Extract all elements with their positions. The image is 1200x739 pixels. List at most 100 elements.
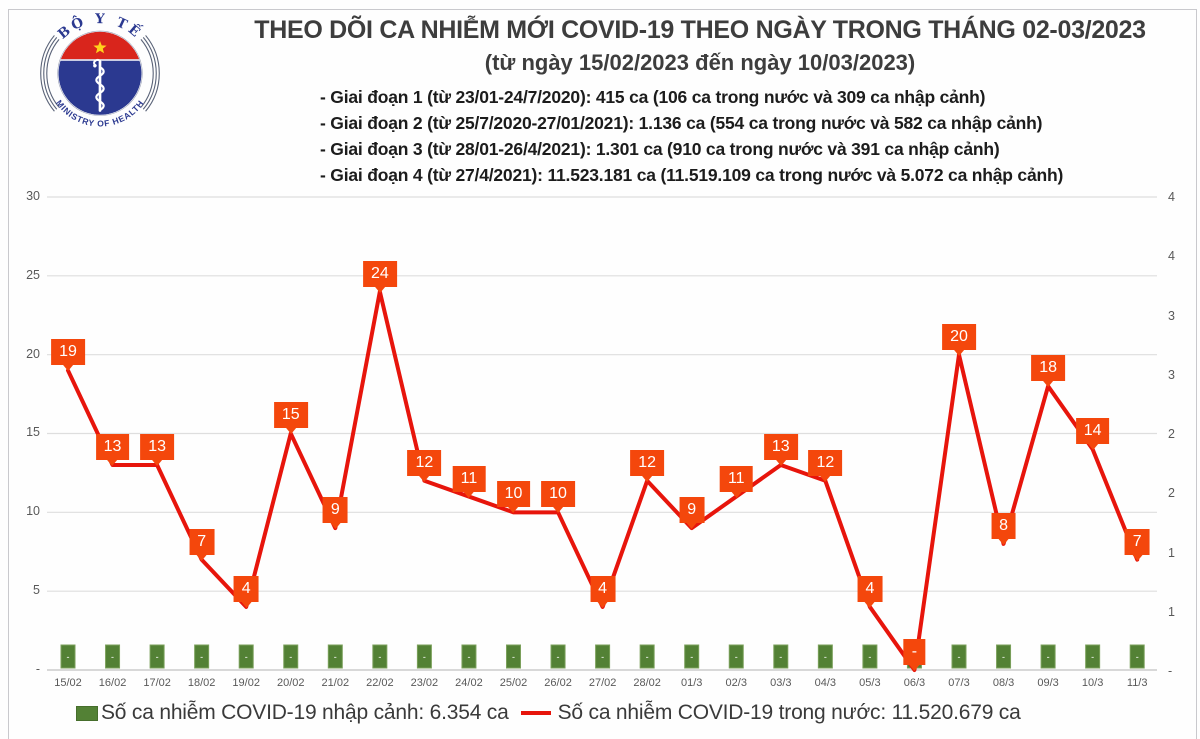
x-axis-date-tick: 26/02 bbox=[544, 677, 572, 689]
import-bar-label: - bbox=[423, 652, 426, 662]
y-axis-right-tick: 1 bbox=[1168, 604, 1175, 619]
x-axis-date-tick: 16/02 bbox=[98, 677, 127, 689]
x-axis-date-tick: 15/02 bbox=[54, 677, 82, 689]
data-point-label: 8 bbox=[991, 512, 1016, 545]
x-axis-date-tick: 11/3 bbox=[1126, 677, 1148, 689]
label-pointer-icon bbox=[62, 365, 73, 372]
import-bar-label: - bbox=[690, 652, 693, 662]
import-bar-label: - bbox=[1091, 652, 1094, 662]
import-cases-bar bbox=[550, 644, 566, 669]
import-bar-label: - bbox=[111, 652, 114, 662]
label-pointer-icon bbox=[196, 554, 207, 561]
y-axis-right-tick: - bbox=[1168, 664, 1173, 678]
x-axis-date-tick: 22/02 bbox=[366, 677, 394, 689]
import-bar-label: - bbox=[735, 652, 738, 662]
label-pointer-icon bbox=[330, 523, 341, 530]
x-axis-date-tick: 24/02 bbox=[455, 677, 483, 689]
import-bar-label: - bbox=[512, 652, 515, 662]
logo-emblem bbox=[58, 31, 142, 115]
label-pointer-icon bbox=[686, 523, 697, 530]
data-point-label: 19 bbox=[51, 339, 85, 372]
x-axis-date-tick: 18/02 bbox=[187, 677, 216, 689]
label-pointer-icon bbox=[597, 601, 608, 608]
label-pointer-icon bbox=[953, 349, 964, 356]
period-notes: - Giai đoạn 1 (từ 23/01-24/7/2020): 415 … bbox=[250, 84, 1150, 188]
legend-line-swatch-icon bbox=[520, 711, 551, 715]
import-cases-bar bbox=[105, 644, 121, 669]
data-point-label: 4 bbox=[233, 575, 259, 608]
import-cases-bar bbox=[372, 644, 388, 669]
import-cases-bar bbox=[728, 644, 744, 669]
import-cases-bar bbox=[1129, 644, 1145, 669]
import-cases-bar bbox=[238, 644, 254, 669]
import-bar-label: - bbox=[67, 652, 70, 662]
import-bar-label: - bbox=[334, 652, 337, 662]
x-axis-date-tick: 28/02 bbox=[633, 677, 661, 689]
import-bar-label: - bbox=[467, 652, 470, 662]
data-point-label: 12 bbox=[630, 449, 665, 482]
data-point-label: 12 bbox=[407, 449, 442, 482]
label-pointer-icon bbox=[642, 475, 653, 482]
x-axis-date-tick: 20/02 bbox=[276, 677, 305, 689]
x-axis-date-tick: 01/3 bbox=[680, 677, 703, 689]
data-point-label: 7 bbox=[189, 528, 215, 561]
domestic-cases-line bbox=[66, 289, 1140, 672]
import-bar-label: - bbox=[557, 652, 560, 662]
legend-bar-swatch-icon bbox=[76, 705, 98, 721]
y-axis-right-tick: 4 bbox=[1168, 249, 1175, 264]
y-axis-right-tick: 1 bbox=[1168, 545, 1175, 560]
y-axis-left-tick: - bbox=[35, 662, 40, 676]
x-axis-date-tick: 19/02 bbox=[232, 677, 260, 689]
note-giai-doan-2: - Giai đoạn 2 (từ 25/7/2020-27/01/2021):… bbox=[320, 113, 1043, 133]
x-axis-date-tick: 09/3 bbox=[1037, 677, 1059, 689]
x-axis-date-tick: 03/3 bbox=[770, 677, 792, 689]
label-pointer-icon bbox=[285, 428, 296, 435]
chart-legend: Số ca nhiễm COVID-19 nhập cảnh: 6.354 ca… bbox=[76, 701, 1021, 725]
x-axis-date-tick: 02/3 bbox=[725, 677, 747, 689]
y-axis-left-tick: 15 bbox=[26, 425, 40, 440]
y-axis-right-tick: 3 bbox=[1168, 308, 1175, 323]
x-axis-date-tick: 10/3 bbox=[1081, 677, 1104, 689]
import-cases-bar bbox=[194, 644, 210, 669]
import-bar-label: - bbox=[156, 652, 159, 662]
import-bar-label: - bbox=[1136, 652, 1139, 662]
page-subtitle: (từ ngày 15/02/2023 đến ngày 10/03/2023) bbox=[484, 50, 916, 75]
ministry-of-health-logo: BỘ Y TẾ MINISTRY OF HEALTH bbox=[40, 11, 160, 129]
note-giai-doan-1: - Giai đoạn 1 (từ 23/01-24/7/2020): 415 … bbox=[320, 87, 986, 107]
x-axis-date-tick: 04/3 bbox=[814, 677, 837, 689]
import-cases-bar bbox=[862, 644, 878, 669]
import-bar-label: - bbox=[1002, 652, 1005, 662]
import-cases-bar bbox=[817, 644, 833, 669]
x-axis-date-tick: 05/3 bbox=[859, 677, 881, 689]
import-bar-label: - bbox=[824, 652, 827, 662]
label-pointer-icon bbox=[152, 460, 163, 467]
import-bar-label: - bbox=[646, 652, 649, 662]
label-pointer-icon bbox=[374, 286, 385, 293]
y-axis-right-tick: 3 bbox=[1168, 367, 1175, 382]
chart-header: THEO DÕI CA NHIỄM MỚI COVID-19 THEO NGÀY… bbox=[250, 16, 1150, 188]
import-cases-bar bbox=[951, 644, 967, 669]
label-pointer-icon bbox=[1087, 444, 1098, 451]
import-bar-label: - bbox=[958, 652, 961, 662]
label-pointer-icon bbox=[998, 538, 1009, 545]
data-point-label: 13 bbox=[95, 434, 130, 467]
x-axis-date-tick: 07/3 bbox=[948, 677, 970, 689]
label-pointer-icon bbox=[1132, 554, 1143, 561]
data-point-label: 18 bbox=[1031, 355, 1065, 388]
import-bar-label: - bbox=[200, 652, 203, 662]
star-icon bbox=[93, 40, 107, 54]
import-cases-bar bbox=[60, 644, 76, 669]
import-cases-bar bbox=[506, 644, 521, 669]
data-point-label: - bbox=[903, 639, 926, 671]
label-pointer-icon bbox=[107, 460, 118, 467]
y-axis-left-tick: 10 bbox=[26, 504, 40, 519]
label-pointer-icon bbox=[463, 491, 474, 498]
import-cases-bar bbox=[595, 644, 611, 669]
label-pointer-icon bbox=[1043, 381, 1054, 388]
import-bar-label: - bbox=[245, 652, 248, 662]
data-point-label: 9 bbox=[679, 497, 705, 530]
y-axis-left-tick: 5 bbox=[33, 583, 40, 598]
import-bar-label: - bbox=[868, 652, 871, 662]
